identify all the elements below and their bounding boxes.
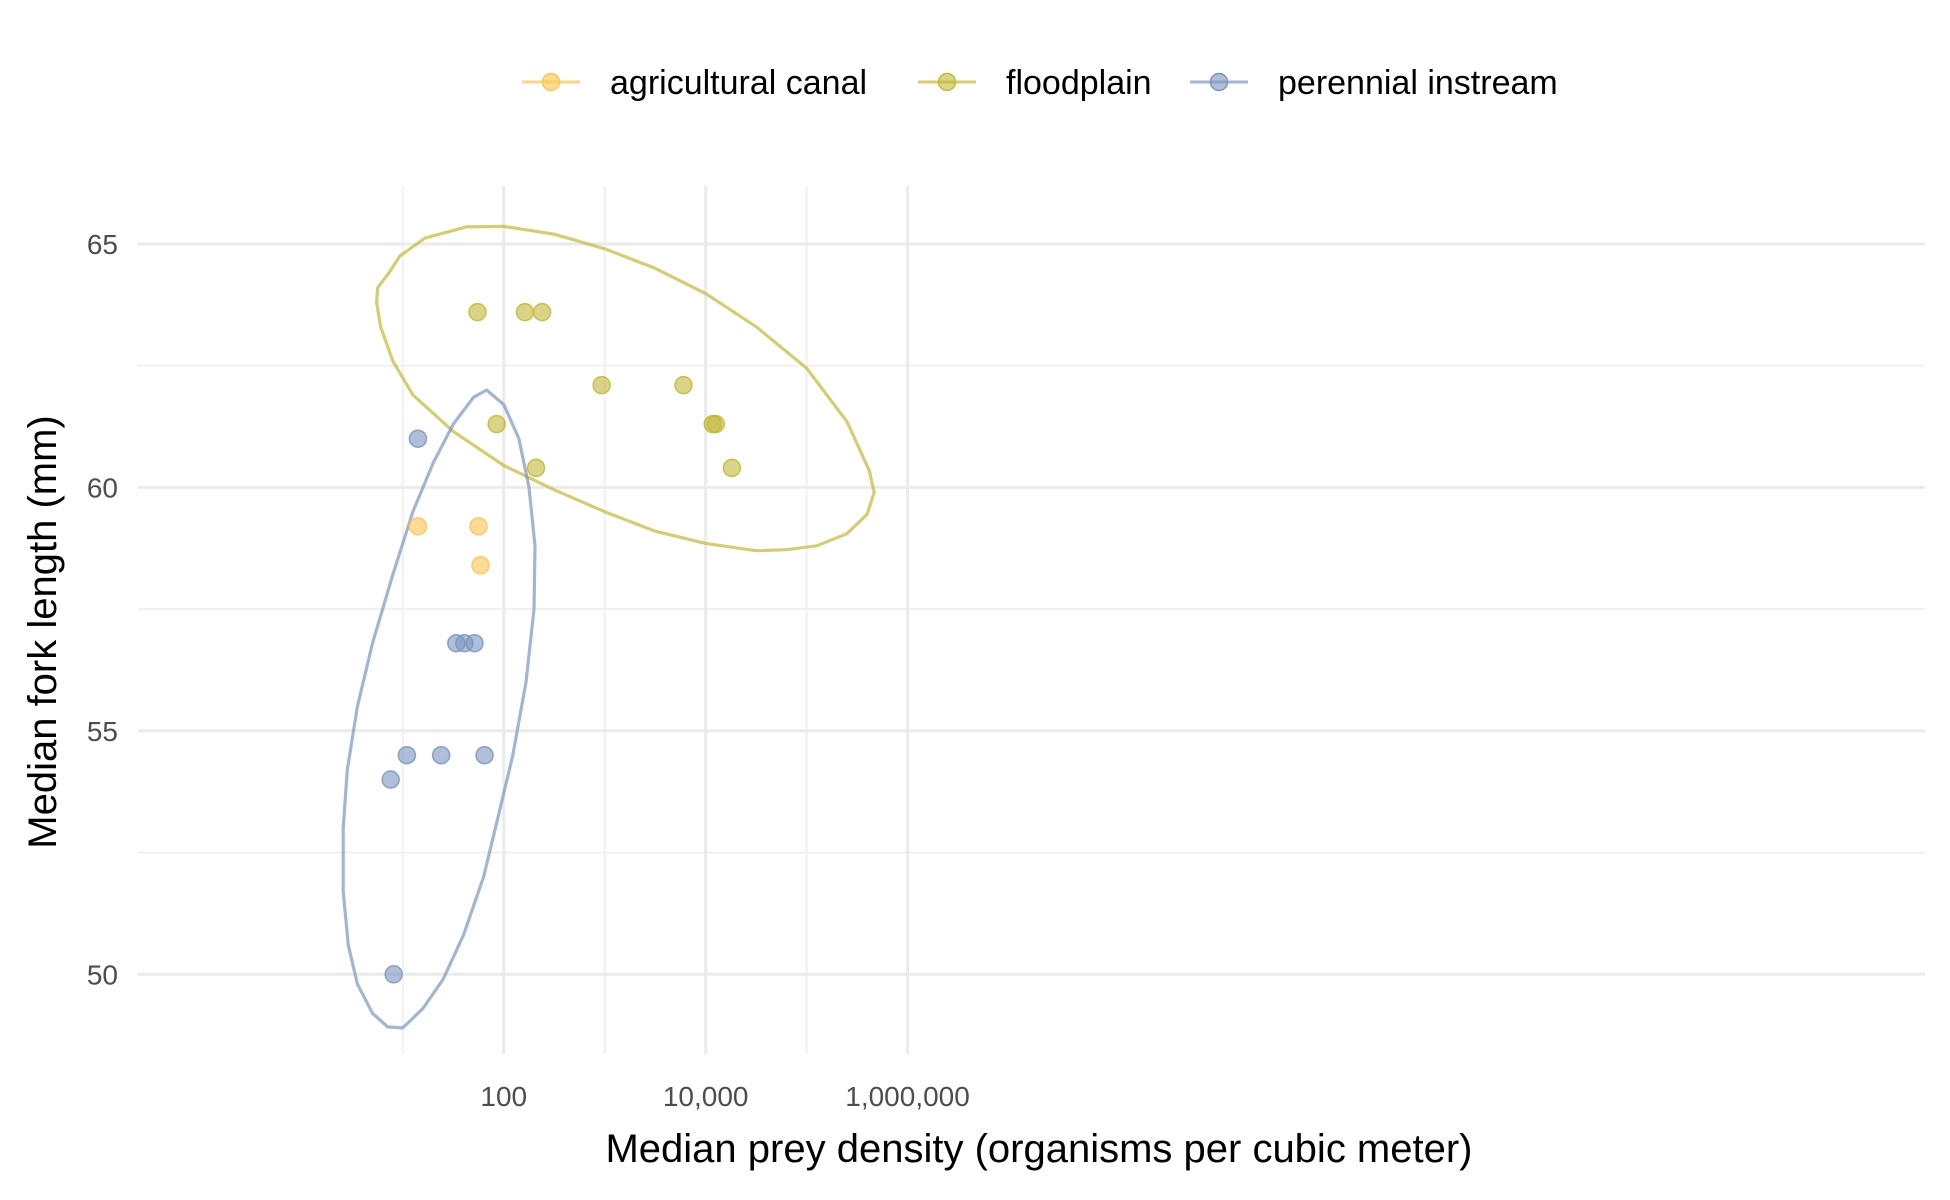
point-floodplain (487, 414, 506, 434)
point-floodplain (515, 302, 535, 322)
point-floodplain (674, 375, 693, 395)
point-floodplain (468, 302, 487, 322)
point-agricultural-canal (408, 517, 428, 536)
point-floodplain (722, 458, 742, 478)
legend-key-point (937, 72, 957, 92)
point-perennial-instream (397, 745, 417, 765)
legend-label: perennial instream (1278, 64, 1558, 102)
legend-item-perennial-instream: perennial instream (1190, 64, 1558, 102)
point-perennial-instream (408, 429, 428, 448)
point-floodplain (592, 375, 611, 395)
legend-item-agricultural-canal: agricultural canal (522, 64, 867, 102)
data-points (381, 302, 742, 984)
legend-label: agricultural canal (610, 64, 867, 102)
legend-key-point (541, 72, 561, 92)
legend: agricultural canal floodplain perennial in… (522, 64, 1558, 102)
x-tick-label: 10,000 (663, 1081, 749, 1112)
x-tick-label: 100 (480, 1081, 527, 1112)
confidence-ellipses (341, 224, 876, 1030)
x-tick-label: 1,000,000 (845, 1081, 970, 1112)
point-perennial-instream (431, 745, 451, 765)
point-agricultural-canal (471, 556, 490, 575)
point-floodplain (706, 414, 725, 434)
y-axis-title: Median fork length (mm) (21, 415, 65, 848)
legend-item-floodplain: floodplain (918, 64, 1152, 102)
point-perennial-instream (475, 745, 494, 765)
point-perennial-instream (381, 770, 400, 789)
x-axis-title: Median prey density (organisms per cubic… (605, 1127, 1472, 1171)
y-tick-label: 55 (87, 716, 118, 747)
grid (138, 186, 1925, 1054)
ellipse-perennial-instream (341, 388, 537, 1030)
ellipse-floodplain (375, 224, 876, 553)
y-tick-label: 50 (87, 959, 118, 990)
point-perennial-instream (384, 965, 403, 984)
legend-label: floodplain (1006, 64, 1152, 102)
y-tick-label: 65 (87, 229, 118, 260)
legend-key-point (1209, 72, 1229, 92)
point-agricultural-canal (469, 517, 488, 536)
y-tick-label: 60 (87, 472, 118, 503)
x-axis-ticks: 100 10,000 1,000,000 (480, 1081, 969, 1112)
point-floodplain (526, 458, 546, 478)
point-floodplain (532, 302, 552, 322)
y-axis-ticks: 50 55 60 65 (87, 229, 118, 990)
point-perennial-instream (465, 633, 484, 653)
